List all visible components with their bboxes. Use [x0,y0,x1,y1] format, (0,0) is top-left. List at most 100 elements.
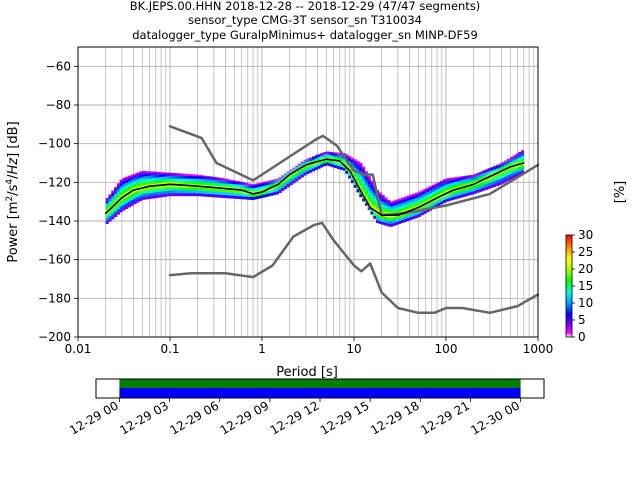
psd-density-cell [484,169,488,173]
psd-density-cell [334,156,338,160]
psd-density-cell [219,188,224,193]
x-tick-label: 0.01 [65,342,92,356]
psd-density-cell [275,179,279,183]
psd-density-cell [214,194,218,198]
psd-density-cell [367,186,371,190]
psd-density-cell [359,173,363,177]
psd-density-cell [356,186,360,190]
psd-density-cell [317,154,321,158]
psd-density-cell [225,195,229,199]
psd-density-cell [144,193,148,197]
psd-density-cell [370,193,374,198]
psd-density-cell [415,203,419,207]
psd-density-cell [387,200,391,204]
psd-density-cell [448,177,452,181]
psd-density-cell [136,196,140,200]
psd-density-cell [420,197,424,201]
psd-density-cell [139,174,143,178]
psd-density-cell [164,181,168,186]
psd-density-cell [175,184,179,188]
psd-density-cell [200,181,204,185]
psd-density-cell [161,173,165,177]
psd-density-cell [114,210,118,215]
psd-density-cell [468,186,472,190]
psd-density-cell [434,201,438,205]
psd-density-cell [247,183,251,186]
psd-density-cell [303,172,307,176]
psd-density-cell [256,189,260,194]
psd-density-cell [337,165,341,169]
psd-density-cell [423,193,427,197]
psd-density-cell [456,183,460,187]
psd-density-cell [258,182,263,184]
psd-density-cell [470,185,474,189]
psd-density-cell [108,194,112,196]
psd-density-cell [426,209,430,213]
psd-density-cell [412,204,416,208]
psd-density-cell [448,191,452,196]
psd-density-cell [122,201,126,205]
psd-density-cell [389,209,394,213]
psd-density-cell [384,216,388,220]
psd-density-cell [250,188,254,192]
psd-density-cell [272,180,277,184]
psd-density-cell [189,187,193,191]
psd-density-cell [504,160,508,163]
psd-density-cell [111,201,115,205]
psd-density-cell [303,166,307,170]
psd-density-cell [498,167,502,171]
psd-density-cell [139,194,143,199]
psd-density-cell [169,190,173,194]
psd-density-cell [465,187,469,191]
psd-density-cell [284,173,288,175]
psd-density-cell [197,178,201,182]
psd-density-cell [437,188,441,192]
psd-density-cell [507,171,511,176]
psd-density-cell [217,182,221,187]
psd-density-cell [189,175,193,179]
psd-density-cell [222,189,226,193]
psd-density-cell [440,195,444,199]
psd-density-cell [141,179,146,183]
psd-density-cell [325,162,329,166]
psd-density-cell [144,190,148,194]
psd-density-cell [462,187,466,192]
psd-density-cell [320,164,324,168]
psd-density-cell [206,179,210,183]
psd-density-cell [114,205,118,209]
psd-density-cell [300,171,304,175]
colorbar-ticks: 0 5 10 15 20 25 30 [572,228,593,344]
psd-density-cell [178,178,182,182]
psd-density-cell [440,192,444,196]
psd-density-cell [105,206,109,210]
psd-density-cell [133,180,137,184]
psd-density-cell [116,202,120,206]
psd-density-cell [389,201,394,204]
psd-density-cell [406,195,410,198]
psd-density-cell [111,198,115,202]
psd-density-cell [384,222,388,226]
psd-density-cell [153,174,157,179]
psd-density-cell [164,187,168,191]
psd-density-cell [155,191,159,196]
psd-density-cell [200,175,204,177]
psd-density-cell [125,194,129,198]
psd-density-cell [130,190,134,195]
psd-density-cell [320,161,324,165]
psd-density-cell [219,183,224,187]
psd-density-cell [493,175,497,179]
psd-density-cell [211,194,215,198]
psd-density-cell [300,168,304,172]
psd-density-cell [236,195,240,199]
psd-density-cell [473,178,477,183]
psd-density-cell [445,198,449,202]
psd-density-cell [468,192,472,196]
psd-density-cell [387,199,391,201]
psd-density-cell [114,190,118,194]
psd-density-cell [387,217,391,221]
psd-density-cell [445,189,449,193]
psd-density-cell [484,177,488,182]
psd-density-cell [127,192,132,196]
psd-density-cell [512,160,516,164]
psd-density-cell [242,184,246,188]
